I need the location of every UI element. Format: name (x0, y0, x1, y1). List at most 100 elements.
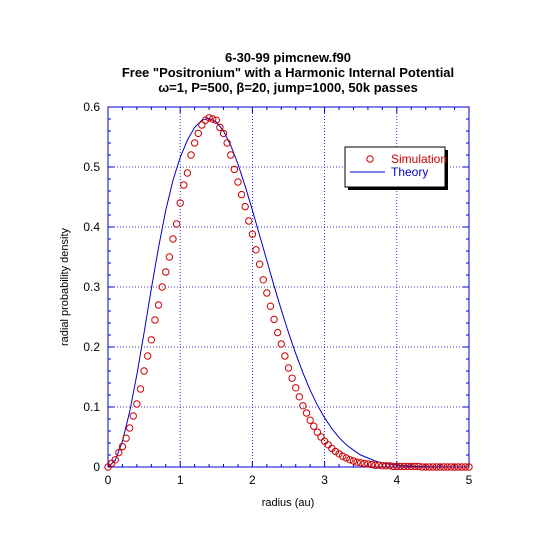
title-line-2: Free "Positronium" with a Harmonic Inter… (122, 65, 454, 80)
simulation-point (324, 441, 332, 449)
simulation-point (385, 462, 394, 470)
simulation-point (241, 202, 249, 211)
simulation-point (227, 151, 235, 159)
simulation-point (389, 462, 397, 471)
simulation-point (180, 181, 188, 189)
simulation-point (111, 456, 119, 464)
simulation-point (172, 220, 181, 228)
simulation-point (353, 458, 361, 466)
x-tick-label: 5 (466, 473, 473, 487)
simulation-point (396, 462, 405, 471)
simulation-point (288, 374, 296, 382)
y-tick-label: 0.6 (83, 100, 100, 114)
simulation-point (194, 129, 202, 138)
simulation-point (266, 302, 275, 310)
title-line-1: 6-30-99 pimcnew.f90 (225, 50, 351, 65)
simulation-point (429, 463, 437, 471)
y-tick-labels: 0 0.1 0.2 0.3 0.4 0.5 0.6 (83, 100, 100, 474)
simulation-point (299, 402, 307, 410)
simulation-point (393, 462, 401, 471)
simulation-point (190, 139, 199, 147)
simulation-point (118, 442, 127, 451)
simulation-point (133, 400, 141, 408)
simulation-point (432, 463, 441, 471)
x-tick-label: 1 (177, 473, 184, 487)
simulation-point (115, 448, 123, 457)
simulation-point (245, 217, 253, 225)
simulation-point (292, 384, 300, 392)
simulation-point (346, 456, 354, 464)
simulation-point (302, 409, 311, 417)
simulation-point (255, 260, 264, 268)
legend-simulation-label: Simulation (391, 152, 447, 166)
simulation-point (263, 289, 271, 297)
simulation-point (270, 315, 278, 324)
simulation-point (443, 463, 452, 471)
y-axis-label: radial probability density (59, 227, 71, 346)
simulation-point (205, 114, 213, 122)
simulation-point (284, 364, 293, 372)
simulation-point (162, 268, 170, 276)
simulation-point (436, 463, 444, 471)
simulation-point (136, 385, 145, 393)
simulation-point (259, 276, 267, 284)
simulation-point (147, 336, 156, 344)
simulation-point (158, 283, 166, 291)
simulation-point (122, 434, 130, 442)
simulation-point (223, 139, 231, 147)
simulation-point (447, 463, 455, 471)
simulation-point (273, 328, 282, 337)
simulation-point (154, 301, 163, 309)
simulation-point (187, 151, 195, 159)
simulation-point (183, 169, 192, 177)
simulation-point (317, 433, 325, 441)
axis-ticks (107, 106, 470, 468)
simulation-point (140, 367, 148, 375)
simulation-point (371, 461, 379, 469)
simulation-point (252, 246, 260, 254)
legend-box (344, 146, 446, 188)
simulation-point (125, 424, 134, 432)
x-tick-label: 4 (393, 473, 400, 487)
title-line-3: ω=1, P=500, β=20, jump=1000, 50k passes (158, 80, 418, 95)
x-tick-label: 3 (321, 473, 328, 487)
simulation-point (144, 352, 152, 360)
y-tick-label: 0.2 (83, 340, 100, 354)
simulation-point (450, 463, 459, 471)
simulation-point (349, 457, 358, 465)
simulation-point (338, 452, 347, 460)
simulation-point (425, 463, 433, 471)
simulation-point (248, 230, 257, 238)
y-tick-label: 0.1 (83, 400, 100, 414)
simulation-point (176, 199, 184, 207)
simulation-point (165, 253, 174, 261)
simulation-point (234, 178, 242, 186)
series-layer (104, 114, 473, 471)
simulation-point (357, 459, 365, 467)
simulation-point (407, 462, 415, 471)
x-axis-label: radius (au) (262, 497, 315, 509)
simulation-point (364, 460, 372, 468)
simulation-point (461, 463, 470, 471)
x-tick-labels: 0 1 2 3 4 5 (105, 473, 473, 487)
simulation-point (367, 460, 376, 469)
simulation-point (313, 428, 322, 436)
simulation-point (360, 459, 369, 468)
simulation-point (281, 352, 289, 360)
simulation-point (421, 463, 430, 471)
simulation-point (277, 340, 285, 348)
simulation-point (382, 462, 390, 470)
simulation-point (306, 416, 314, 424)
simulation-point (295, 393, 304, 401)
x-tick-label: 0 (105, 473, 112, 487)
simulation-point (310, 422, 318, 430)
simulation-point (465, 463, 473, 471)
legend-simulation-marker (366, 155, 374, 163)
simulation-point (129, 412, 137, 420)
simulation-point (440, 463, 448, 471)
y-tick-label: 0.4 (83, 220, 100, 234)
simulation-point (219, 129, 228, 138)
legend-theory-label: Theory (391, 165, 428, 179)
simulation-point (151, 316, 159, 324)
